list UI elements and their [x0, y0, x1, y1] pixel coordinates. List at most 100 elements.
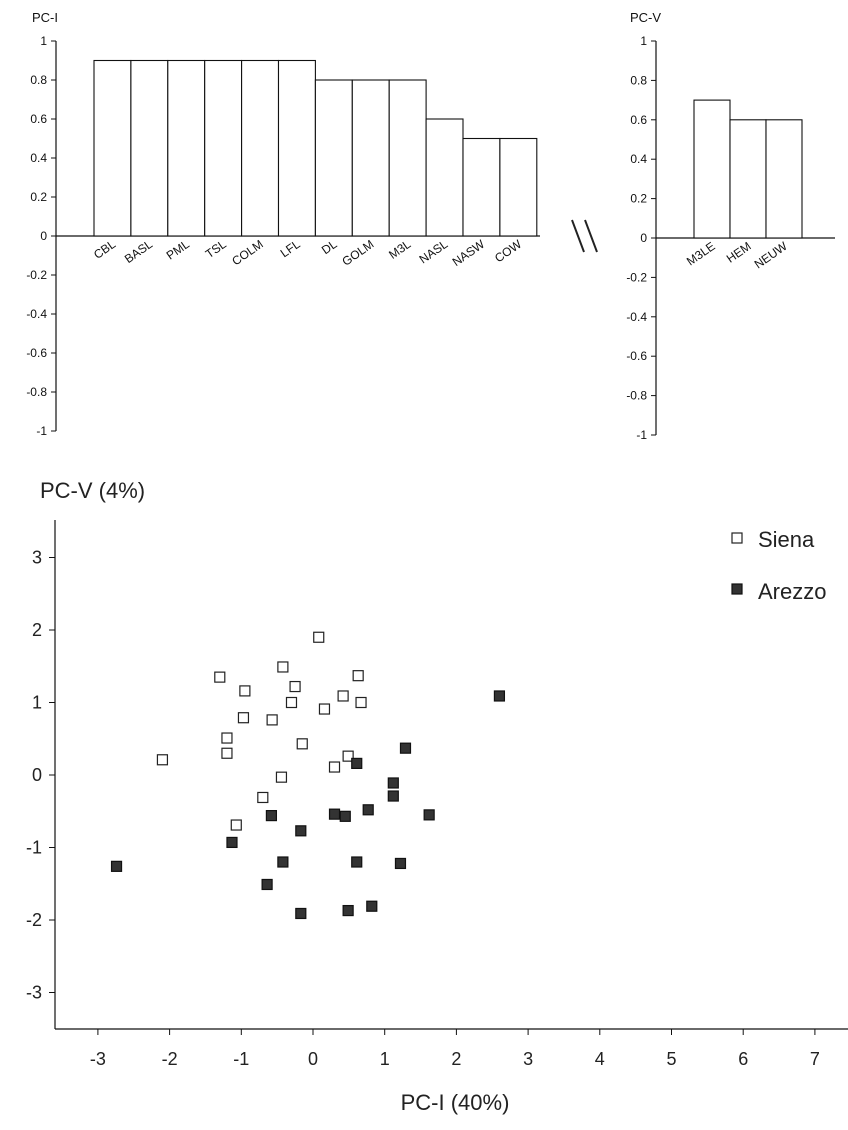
scatter-point-arezzo [399, 742, 412, 754]
pc1-bar-dl [314, 79, 353, 237]
scatter-point-arezzo [423, 809, 435, 821]
pc1-y-tick-label: 0.6 [30, 112, 47, 126]
scatter-x-tick-label: 7 [810, 1049, 820, 1069]
scatter-point-siena [257, 791, 269, 804]
pc5-y-tick-label: 0.8 [630, 73, 647, 87]
scatter-y-tick-label: 3 [32, 548, 42, 568]
pc5-y-tick-label: 0.2 [630, 192, 647, 206]
scatter-point-siena [328, 761, 341, 773]
scatter-point-siena [318, 703, 331, 715]
pc5-y-tick-label: -0.2 [626, 270, 647, 284]
scatter-x-tick-label: -3 [90, 1049, 106, 1069]
scatter-point-arezzo [493, 690, 506, 702]
scatter-y-tick-label: 2 [32, 620, 42, 640]
pc1-bar-chart: PC-I 1 0.8 0.6 0.4 0.2 0 -0.2 -0.4 -0.6 -0.8 -1 CB… [26, 10, 540, 438]
scatter-y-tick-label: 0 [32, 765, 42, 785]
pc1-bar-nasw [462, 137, 501, 237]
scatter-x-tick-label: 0 [308, 1049, 318, 1069]
scatter-point-arezzo [387, 790, 399, 802]
scatter-point-arezzo [328, 808, 341, 820]
scatter-y-axis-label: PC-V (4%) [40, 478, 145, 503]
scatter-point-siena [337, 690, 349, 702]
pc1-y-tick-label: -0.6 [26, 346, 47, 360]
scatter-point-siena [352, 670, 364, 682]
pc5-y-tick-label: 1 [640, 34, 647, 48]
scatter-point-siena [277, 661, 289, 673]
scatter-y-tick-label: 1 [32, 693, 42, 713]
pc5-bars [693, 99, 803, 239]
pc5-y-tick-label: 0.6 [630, 113, 647, 127]
pc1-bars [93, 59, 538, 237]
legend-label-arezzo: Arezzo [758, 579, 826, 604]
pc1-title: PC-I [32, 10, 58, 25]
pc1-y-tick-label: 0 [40, 229, 47, 243]
scatter-point-siena [214, 671, 226, 683]
scatter-x-tick-label: 5 [666, 1049, 676, 1069]
scatter-axes: 3 2 1 0 -1 -2 -3 -3 -2 -1 0 1 2 3 4 5 6 7 [26, 520, 848, 1069]
pc1-y-tick-label: 1 [40, 34, 47, 48]
scatter-x-tick-label: 3 [523, 1049, 533, 1069]
scatter-point-siena [296, 738, 308, 750]
scatter-point-arezzo [261, 878, 273, 891]
scatter-points [110, 631, 506, 920]
scatter-point-siena [239, 685, 251, 697]
scatter-point-siena [342, 750, 354, 762]
pc1-y-tick-label: 0.4 [30, 151, 47, 165]
scatter-point-siena [313, 631, 325, 643]
pc1-category-label: DL [319, 237, 340, 257]
scatter-point-siena [156, 754, 169, 766]
pc1-y-tick-label: -0.4 [26, 307, 47, 321]
pc1-bar-nasl [425, 118, 464, 237]
pc1-category-label: BASL [122, 237, 155, 266]
pc5-category-label: NEUW [752, 239, 791, 272]
pc1-bar-lfl [277, 59, 316, 237]
legend: Siena Arezzo [731, 527, 826, 604]
pc1-category-label: LFL [278, 237, 303, 261]
scatter-x-tick-label: -1 [233, 1049, 249, 1069]
scatter-point-arezzo [339, 810, 351, 822]
pc1-bar-cbl [93, 59, 132, 237]
pc5-category-label: HEM [724, 239, 754, 266]
legend-marker-siena [731, 532, 743, 544]
pc1-category-label: COLM [229, 237, 265, 268]
scatter-x-tick-label: 4 [595, 1049, 605, 1069]
scatter-point-arezzo [277, 856, 289, 868]
pc1-bar-m3l [388, 79, 427, 237]
scatter-x-tick-label: 1 [380, 1049, 390, 1069]
pc1-y-tick-label: -0.2 [26, 268, 47, 282]
pc1-category-label: GOLM [339, 237, 376, 269]
scatter-point-siena [285, 696, 298, 709]
pc1-category-label: TSL [203, 237, 229, 261]
pc5-y-tick-label: 0 [640, 231, 647, 245]
pc1-y-axis: 1 0.8 0.6 0.4 0.2 0 -0.2 -0.4 -0.6 -0.8 -1 [26, 34, 540, 438]
scatter-point-arezzo [295, 825, 307, 837]
pc5-y-tick-label: 0.4 [630, 152, 647, 166]
pc-scatter-plot: PC-V (4%) PC-I (40%) 3 2 1 0 -1 -2 -3 -3 -2 -1 0 1 2… [26, 478, 848, 1115]
pc1-category-label: CBL [91, 237, 118, 262]
pc5-y-tick-label: -0.8 [626, 389, 647, 403]
pc1-category-labels: CBL BASL PML TSL COLM LFL DL GOLM M3L NASL NASW COW [91, 237, 525, 270]
pc1-y-tick-label: 0.2 [30, 190, 47, 204]
pc1-bar-colm [241, 59, 280, 237]
pc1-bar-pml [167, 59, 206, 237]
scatter-point-siena [221, 747, 233, 759]
pc5-y-tick-label: -1 [636, 428, 647, 442]
pc5-y-tick-label: -0.4 [626, 310, 647, 324]
pc1-category-label: COW [492, 237, 525, 266]
pc1-category-label: NASL [417, 237, 451, 267]
legend-marker-arezzo [731, 583, 743, 595]
pc5-bar-m3le [693, 99, 731, 239]
pc1-bar-basl [130, 59, 169, 237]
pc1-category-label: M3L [386, 237, 413, 262]
scatter-x-tick-label: 2 [451, 1049, 461, 1069]
scatter-point-siena [289, 680, 301, 693]
pc1-category-label: NASW [450, 237, 488, 270]
scatter-point-arezzo [226, 836, 238, 849]
scatter-point-arezzo [265, 809, 278, 822]
pc1-y-tick-label: -1 [36, 424, 47, 438]
scatter-point-siena [275, 771, 288, 783]
pc1-category-label: PML [164, 237, 193, 263]
pc5-bar-neuw [765, 119, 803, 239]
pc5-title: PC-V [630, 10, 661, 25]
scatter-point-arezzo [366, 900, 378, 912]
